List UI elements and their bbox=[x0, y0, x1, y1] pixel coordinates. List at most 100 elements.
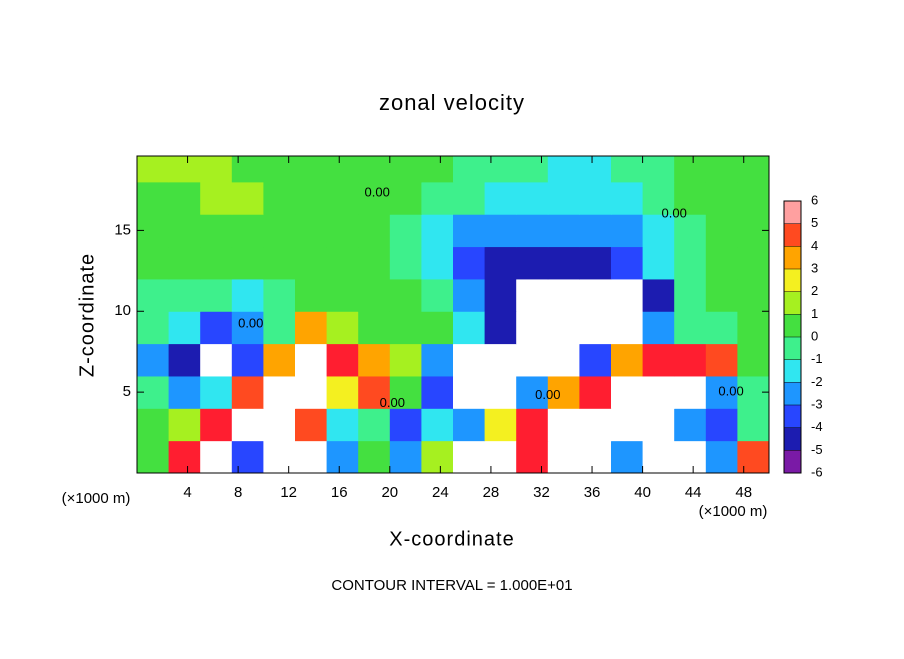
cell bbox=[737, 278, 769, 312]
cell bbox=[484, 278, 517, 312]
cell bbox=[642, 156, 675, 183]
cell bbox=[453, 375, 486, 409]
cell bbox=[421, 156, 454, 183]
cell bbox=[705, 343, 738, 377]
colorbar-swatch bbox=[784, 246, 801, 269]
cell bbox=[421, 440, 454, 473]
cell bbox=[674, 156, 707, 183]
cell bbox=[674, 440, 707, 473]
cell bbox=[200, 181, 233, 215]
cell bbox=[421, 214, 454, 248]
cell bbox=[642, 278, 675, 312]
cell bbox=[326, 181, 359, 215]
cell bbox=[453, 343, 486, 377]
cell bbox=[231, 408, 264, 442]
x-tick-label: 12 bbox=[280, 484, 297, 501]
colorbar-swatch bbox=[784, 337, 801, 360]
cell bbox=[263, 375, 296, 409]
cell bbox=[642, 375, 675, 409]
cell bbox=[674, 311, 707, 345]
cell bbox=[674, 278, 707, 312]
y-tick-label: 5 bbox=[123, 383, 131, 400]
cell bbox=[295, 246, 328, 280]
cell bbox=[737, 181, 769, 215]
cell bbox=[200, 278, 233, 312]
x-tick-label: 44 bbox=[685, 484, 702, 501]
cell bbox=[295, 440, 328, 473]
cell bbox=[453, 214, 486, 248]
y-axis-label: Z-coordinate bbox=[76, 253, 98, 377]
x-tick-label: 16 bbox=[331, 484, 348, 501]
colorbar-swatch bbox=[784, 201, 801, 224]
cell bbox=[453, 278, 486, 312]
cell bbox=[389, 214, 422, 248]
cell bbox=[168, 214, 201, 248]
cell bbox=[295, 375, 328, 409]
cell bbox=[200, 408, 233, 442]
cell bbox=[326, 246, 359, 280]
colorbar-label: 5 bbox=[811, 215, 818, 230]
cell bbox=[421, 246, 454, 280]
contour-label: 0.00 bbox=[380, 395, 405, 410]
cell bbox=[200, 246, 233, 280]
colorbar-label: 0 bbox=[811, 328, 818, 343]
cell bbox=[168, 278, 201, 312]
cell bbox=[705, 246, 738, 280]
cell bbox=[516, 156, 549, 183]
cell bbox=[579, 246, 612, 280]
colorbar-label: -6 bbox=[811, 464, 823, 479]
cell bbox=[389, 440, 422, 473]
cell bbox=[421, 375, 454, 409]
cell bbox=[421, 278, 454, 312]
colorbar-label: 4 bbox=[811, 238, 818, 253]
cell bbox=[705, 278, 738, 312]
colorbar-label: -5 bbox=[811, 442, 823, 457]
cell bbox=[295, 278, 328, 312]
cell bbox=[453, 408, 486, 442]
field bbox=[137, 156, 769, 473]
cell bbox=[484, 181, 517, 215]
cell bbox=[547, 408, 580, 442]
cell bbox=[516, 311, 549, 345]
cell bbox=[326, 375, 359, 409]
cell bbox=[642, 246, 675, 280]
colorbar-swatch bbox=[784, 269, 801, 292]
colorbar-label: 1 bbox=[811, 306, 818, 321]
cell bbox=[611, 375, 644, 409]
cell bbox=[579, 156, 612, 183]
cell bbox=[168, 408, 201, 442]
cell bbox=[516, 375, 549, 409]
cell bbox=[547, 375, 580, 409]
cell bbox=[737, 343, 769, 377]
cell bbox=[263, 214, 296, 248]
cell bbox=[231, 311, 264, 345]
contour-label: 0.00 bbox=[662, 206, 687, 221]
cell bbox=[674, 246, 707, 280]
cell bbox=[421, 343, 454, 377]
cell bbox=[484, 440, 517, 473]
cell bbox=[137, 311, 170, 345]
cell bbox=[137, 246, 170, 280]
colorbar-swatch bbox=[784, 382, 801, 405]
contour-label: 0.00 bbox=[718, 384, 743, 399]
cell bbox=[484, 408, 517, 442]
cell bbox=[200, 311, 233, 345]
cell bbox=[200, 343, 233, 377]
cell bbox=[231, 343, 264, 377]
cell bbox=[326, 214, 359, 248]
cell bbox=[389, 375, 422, 409]
cell bbox=[516, 246, 549, 280]
contour-label: 0.00 bbox=[365, 185, 390, 200]
cell bbox=[358, 214, 391, 248]
cell bbox=[579, 343, 612, 377]
cell bbox=[231, 278, 264, 312]
cell bbox=[737, 408, 769, 442]
cell bbox=[421, 408, 454, 442]
cell bbox=[453, 181, 486, 215]
cell bbox=[168, 343, 201, 377]
colorbar-swatch bbox=[784, 291, 801, 315]
cell bbox=[326, 343, 359, 377]
cell bbox=[516, 440, 549, 473]
colorbar-swatch bbox=[784, 359, 801, 383]
cell bbox=[389, 156, 422, 183]
